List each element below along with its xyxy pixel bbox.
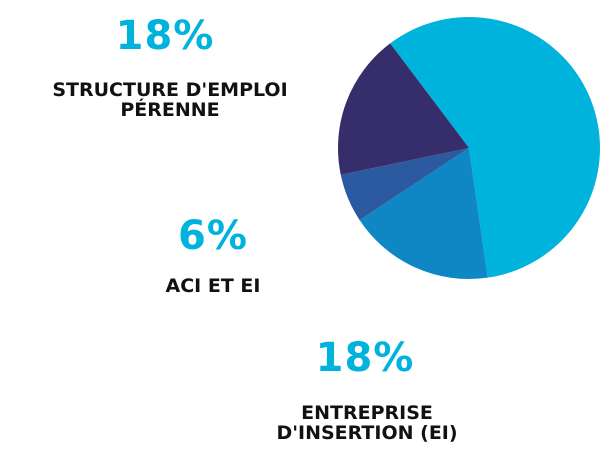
pie-slice [340, 148, 469, 221]
value-label: 18% [115, 13, 215, 59]
category-label: ENTREPRISE D'INSERTION (EI) [276, 402, 458, 444]
pie-slice [337, 43, 469, 175]
category-label: STRUCTURE D'EMPLOI PÉRENNE [52, 79, 288, 121]
value-label: 18% [315, 335, 415, 381]
value-label: 6% [178, 213, 248, 259]
pie-slice [390, 16, 601, 278]
category-label: ACI ET EI [165, 275, 261, 297]
pie-slice [359, 148, 488, 279]
